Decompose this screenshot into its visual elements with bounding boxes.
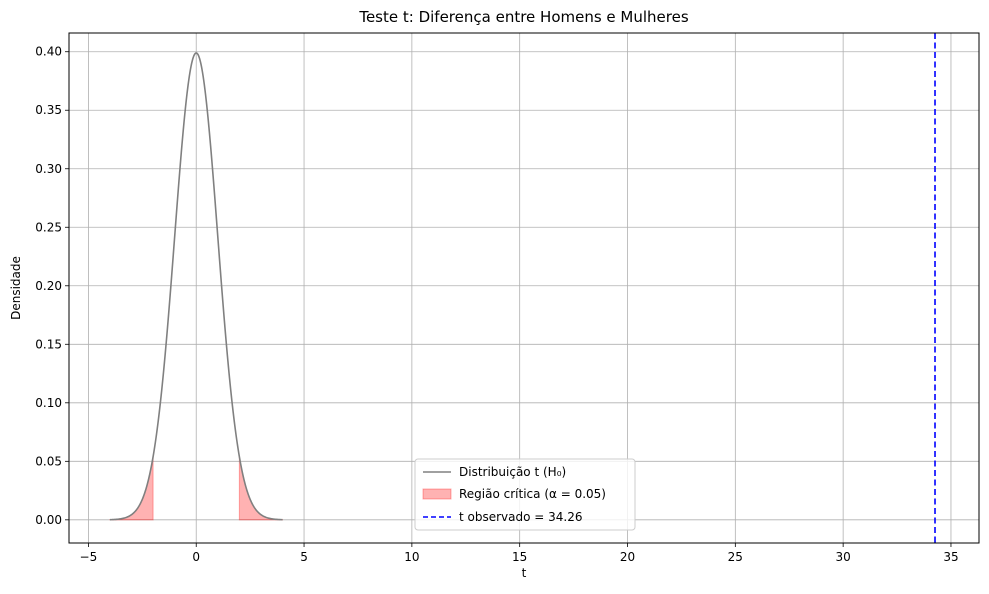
- x-tick-label: 5: [300, 550, 308, 564]
- y-tick-label: 0.20: [35, 279, 62, 293]
- y-tick-label: 0.10: [35, 396, 62, 410]
- y-axis-label: Densidade: [9, 256, 23, 320]
- y-tick-label: 0.30: [35, 162, 62, 176]
- grid: [69, 33, 979, 543]
- series-layer: [109, 33, 936, 543]
- y-tick-label: 0.00: [35, 513, 62, 527]
- legend-frame: [414, 458, 636, 531]
- legend-patch-critical-region: [422, 488, 452, 500]
- y-tick-label: 0.25: [35, 220, 62, 234]
- x-tick-label: 35: [943, 550, 958, 564]
- chart-title: Teste t: Diferença entre Homens e Mulher…: [358, 8, 688, 26]
- y-tick-label: 0.15: [35, 337, 62, 351]
- y-tick-label: 0.40: [35, 45, 62, 59]
- x-tick-label: 15: [512, 550, 527, 564]
- x-tick-label: −5: [80, 550, 98, 564]
- x-tick-label: 0: [192, 550, 200, 564]
- distribution-curve: [109, 52, 283, 521]
- x-tick-label: 30: [836, 550, 851, 564]
- legend-label-critical-region: Região crítica (α = 0.05): [459, 487, 606, 501]
- legend-label-distribution: Distribuição t (H₀): [459, 465, 566, 479]
- plot-frame: [68, 32, 980, 544]
- legend-label-observed-t: t observado = 34.26: [459, 510, 583, 524]
- y-tick-label: 0.35: [35, 103, 62, 117]
- x-tick-label: 20: [620, 550, 635, 564]
- x-axis-label: t: [522, 566, 527, 580]
- x-tick-label: 10: [404, 550, 419, 564]
- y-tick-label: 0.05: [35, 454, 62, 468]
- legend: Distribuição t (H₀) Região crítica (α = …: [414, 458, 636, 531]
- ticks: −5 0 5 10 15 20 25 30 35 0.00 0.05 0.10 0.15 0.20 0.25…: [35, 45, 958, 564]
- x-tick-label: 25: [728, 550, 743, 564]
